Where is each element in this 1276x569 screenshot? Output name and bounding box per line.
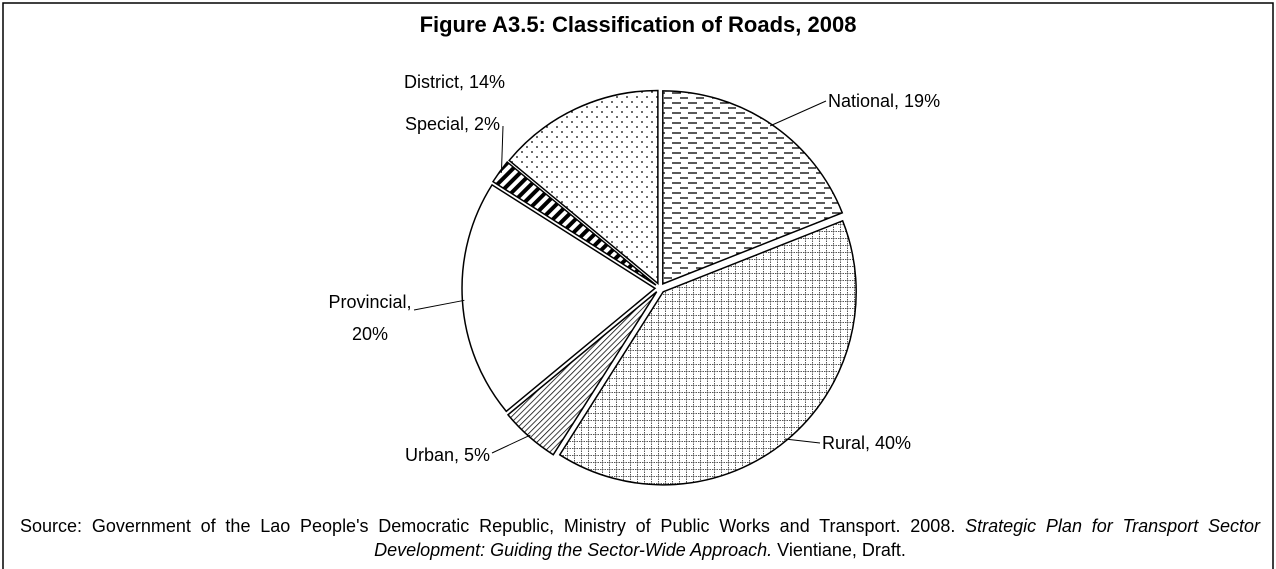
data-label: Special, 2% (405, 114, 501, 134)
source-prefix: Source: (20, 516, 83, 536)
pie-slice (508, 89, 659, 286)
data-label: District, 14% (404, 72, 506, 92)
source-note: Source: Government of the Lao People's D… (20, 514, 1260, 562)
pie-slice (558, 219, 857, 486)
data-label: Urban, 5% (405, 445, 491, 465)
chart-title: Figure A3.5: Classification of Roads, 20… (419, 12, 857, 37)
pie-slice (491, 160, 657, 286)
data-label: Provincial, 20% (328, 292, 412, 344)
data-label: Rural, 40% (822, 433, 912, 453)
pie-slice (506, 291, 658, 456)
pie-slice (662, 90, 844, 285)
leader-line (769, 100, 827, 127)
leader-line (413, 299, 465, 311)
source-text: Government of the Lao People's Democrati… (91, 516, 956, 536)
source-italic: Strategic Plan for Transport Sector Deve… (374, 516, 1260, 560)
data-label: National, 19% (828, 91, 941, 111)
leader-line (784, 438, 821, 444)
leader-line (491, 434, 531, 454)
source-tail: Vientiane, Draft. (777, 540, 906, 560)
leader-line (500, 125, 504, 173)
